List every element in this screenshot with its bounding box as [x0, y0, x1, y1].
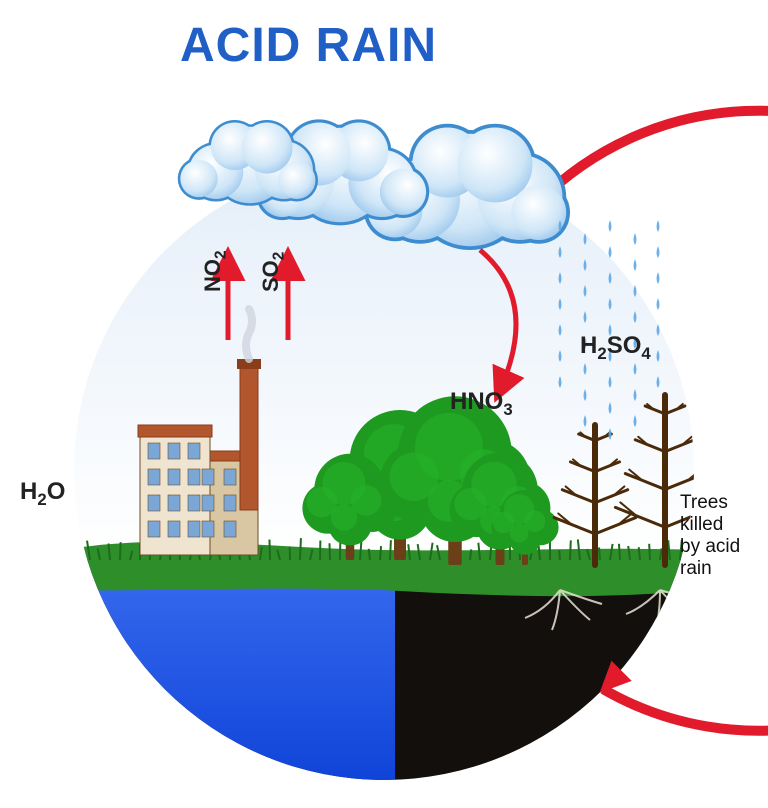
diagram-svg: [0, 0, 768, 808]
label-no2: NO2: [200, 250, 230, 292]
label-so2: SO2: [258, 252, 288, 292]
acid-rain-diagram: ACID RAIN: [0, 0, 768, 808]
label-dead-trees: Trees killedby acidrain: [680, 492, 768, 580]
circle-content: [0, 0, 768, 808]
label-h2so4: H2SO4: [580, 332, 651, 364]
label-hno3: HNO3: [450, 388, 513, 420]
label-h2o: H2O: [20, 478, 65, 510]
